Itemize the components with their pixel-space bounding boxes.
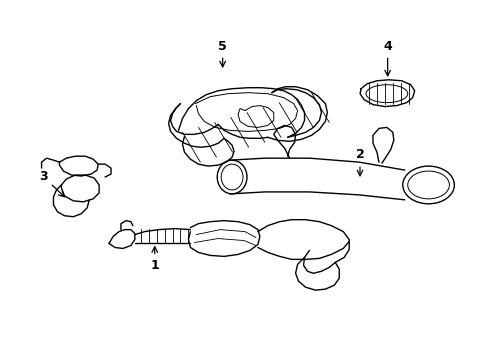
Text: 4: 4 [383, 40, 391, 76]
Text: 3: 3 [39, 170, 64, 197]
Text: 5: 5 [218, 40, 226, 67]
Text: 2: 2 [355, 148, 364, 176]
Text: 1: 1 [150, 247, 159, 272]
